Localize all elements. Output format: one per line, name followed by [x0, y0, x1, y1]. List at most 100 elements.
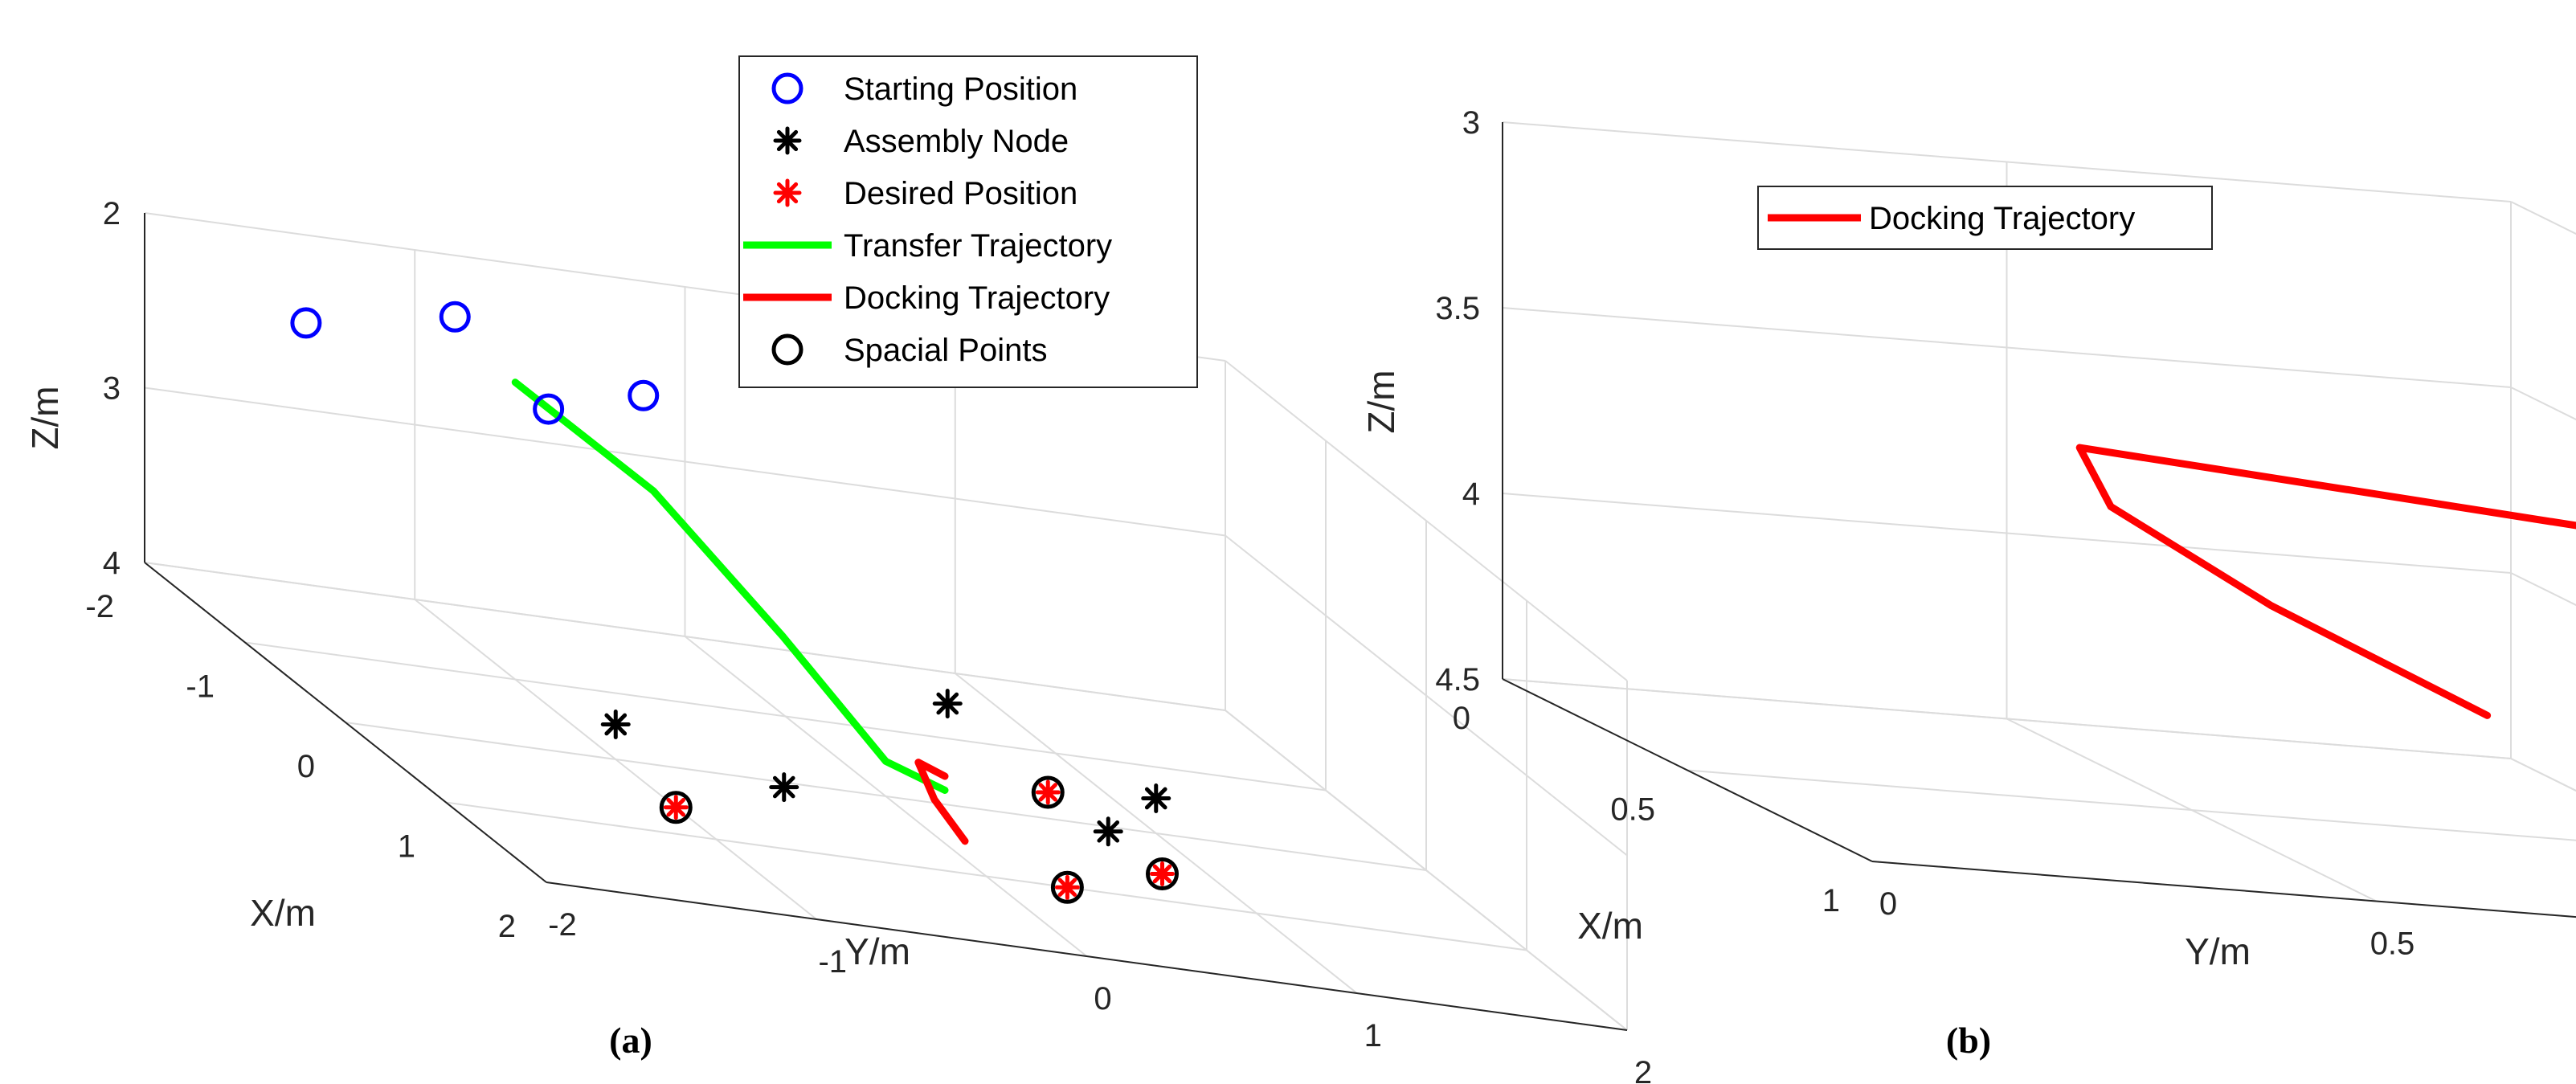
z-tick-label: 4	[1462, 477, 1480, 512]
legend-label: Assembly Node	[844, 124, 1069, 159]
assembly-node-marker	[769, 772, 799, 803]
legend-label: Docking Trajectory	[844, 280, 1110, 316]
legend-label: Transfer Trajectory	[844, 228, 1112, 264]
desired-position-marker-stroke	[666, 798, 685, 817]
x-tick-label: 2	[498, 909, 516, 944]
legend-asterisk-icon-stroke	[776, 129, 799, 152]
z-tick-label: 2	[103, 196, 121, 231]
assembly-node-marker-stroke	[772, 775, 795, 799]
panel-b-zlabel: Z/m	[1360, 370, 1402, 433]
spacial-point-marker	[1146, 857, 1179, 890]
y-tick-label: -2	[548, 907, 577, 943]
legend-circle-icon	[771, 333, 803, 366]
x-axis-line	[1502, 678, 1873, 862]
transfer-trajectory	[511, 378, 949, 794]
panel-b-grid	[1502, 121, 2576, 918]
z-tick-label: 3	[103, 371, 121, 407]
desired-position-marker	[663, 795, 689, 820]
legend-asterisk-icon-stroke	[776, 182, 799, 204]
legend-label: Docking Trajectory	[1869, 201, 2135, 236]
z-tick-label: 4	[103, 546, 121, 581]
y-tick-label: 0	[1094, 981, 1111, 1017]
grid-line	[1502, 121, 2512, 202]
docking-trajectory	[914, 759, 969, 845]
legend-label: Starting Position	[844, 72, 1077, 107]
grid-line	[2510, 201, 2576, 235]
grid-line	[414, 599, 817, 920]
desired-position-marker-stroke	[1152, 864, 1172, 884]
x-tick-label: 0	[297, 749, 315, 784]
y-axis-line	[546, 882, 1628, 1031]
panel-b-legend: Docking Trajectory	[1757, 186, 2213, 250]
panel-b-ylabel: Y/m	[2185, 931, 2251, 972]
panel-a-legend: Starting Position Assembly Node Desired Po…	[738, 55, 1198, 388]
x-tick-label: 1	[398, 829, 415, 865]
y-axis-line	[1871, 861, 2576, 918]
y-tick-label: 0	[1879, 886, 1897, 922]
grid-line	[2510, 387, 2576, 421]
x-tick-label: 1	[1822, 883, 1840, 918]
x-tick-label: -1	[186, 669, 215, 705]
spacial-point-marker	[659, 791, 693, 824]
x-axis-line	[144, 562, 547, 883]
panel-a-ylabel: Y/m	[844, 931, 910, 972]
assembly-node-marker	[932, 689, 963, 719]
docking-trajectory	[2075, 444, 2576, 719]
panel-a-xlabel: X/m	[250, 892, 316, 934]
panel-b-xlabel: X/m	[1577, 905, 1643, 947]
panel-b-data	[2075, 444, 2576, 719]
legend-label: Spacial Points	[844, 333, 1047, 368]
grid-line	[1225, 360, 1628, 681]
assembly-node-marker-stroke	[1144, 787, 1167, 810]
grid-line	[2006, 718, 2377, 902]
y-tick-label: 2	[1634, 1055, 1652, 1084]
desired-position-marker	[1054, 874, 1080, 900]
spacial-point-marker	[1050, 870, 1084, 904]
starting-position-marker	[439, 301, 471, 333]
assembly-node-marker-stroke	[604, 713, 628, 736]
assembly-node-marker	[600, 710, 631, 739]
caption-b: (b)	[1946, 1020, 1991, 1061]
grid-line	[1502, 493, 2512, 574]
legend-circle-icon	[771, 72, 803, 104]
spacial-point-marker	[1031, 775, 1065, 809]
grid-line	[2510, 572, 2576, 607]
y-tick-label: 1	[1364, 1018, 1382, 1053]
grid-line	[955, 673, 1358, 994]
desired-position-marker	[1035, 779, 1061, 805]
panel-a: 2 3 4 -2 -1 0 1 2 -2 -1 0 1 2 Z/m X/m Y/m Starting P…	[24, 55, 1652, 1084]
legend-asterisk-icon	[773, 126, 802, 155]
z-tick-label: 4.5	[1435, 662, 1480, 697]
y-tick-label: 0.5	[2370, 927, 2415, 962]
grid-line	[2510, 758, 2576, 792]
desired-position-marker-stroke	[1057, 877, 1077, 897]
grid-line	[1225, 534, 1628, 857]
legend-box	[1757, 186, 2213, 250]
starting-position-marker	[628, 379, 660, 411]
desired-position-marker-stroke	[1038, 783, 1057, 802]
grid-line	[1871, 861, 2576, 918]
assembly-node-marker-stroke	[1097, 820, 1120, 843]
grid-line	[1502, 678, 2512, 759]
grid-line	[1687, 769, 2576, 841]
grid-line	[1225, 710, 1628, 1031]
legend-label: Desired Position	[844, 176, 1077, 211]
z-tick-label: 3.5	[1435, 291, 1480, 326]
panel-a-ticks: 2 3 4 -2 -1 0 1 2 -2 -1 0 1 2	[85, 196, 1652, 1084]
x-tick-label: 0.5	[1610, 792, 1655, 828]
starting-position-marker	[533, 393, 565, 425]
panel-a-zlabel: Z/m	[24, 386, 66, 449]
panel-a-data	[290, 301, 1179, 904]
assembly-node-marker	[1141, 783, 1171, 813]
starting-position-marker	[290, 307, 322, 339]
x-tick-label: 0	[1453, 701, 1470, 736]
caption-a: (a)	[609, 1020, 652, 1061]
grid-line	[144, 387, 1226, 537]
assembly-node-marker	[1093, 816, 1123, 847]
desired-position-marker	[1150, 861, 1175, 886]
grid-line	[1502, 307, 2512, 388]
assembly-node-marker-stroke	[936, 692, 959, 715]
legend-box	[738, 55, 1198, 388]
